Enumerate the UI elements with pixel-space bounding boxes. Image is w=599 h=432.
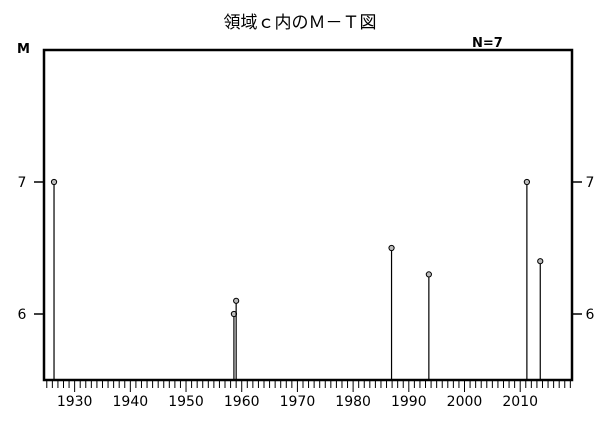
event-point (388, 244, 395, 252)
stems (50, 178, 544, 380)
y-tick-label-left: 7 (18, 175, 27, 191)
x-tick-label: 1960 (224, 394, 260, 410)
y-ticks: 6 6 7 7 (18, 175, 595, 323)
count-label: N=7 (472, 36, 503, 51)
event-point (233, 297, 240, 304)
x-tick-label: 1970 (280, 394, 316, 410)
x-tick-label: 2000 (447, 394, 483, 410)
plot-frame (42, 48, 574, 382)
event-point (523, 178, 530, 186)
x-ticks: 1930 1940 1950 1960 1970 1980 1990 2000 2010 (46, 380, 571, 410)
event-point (50, 178, 58, 186)
chart-title: 領域ｃ内のＭ－Ｔ図 (224, 13, 377, 33)
x-tick-label: 1950 (168, 394, 204, 410)
x-tick-label: 2010 (502, 394, 538, 410)
x-tick-label: 1940 (113, 394, 149, 410)
event-point (537, 258, 544, 265)
y-tick-label-right: 6 (586, 307, 595, 323)
y-tick-label-left: 6 (18, 307, 27, 323)
x-tick-label: 1980 (335, 394, 371, 410)
y-axis-label: M (17, 42, 30, 57)
y-tick-label-right: 7 (586, 175, 595, 191)
event-point (425, 271, 432, 278)
x-tick-label: 1990 (391, 394, 427, 410)
x-tick-label: 1930 (57, 394, 93, 410)
